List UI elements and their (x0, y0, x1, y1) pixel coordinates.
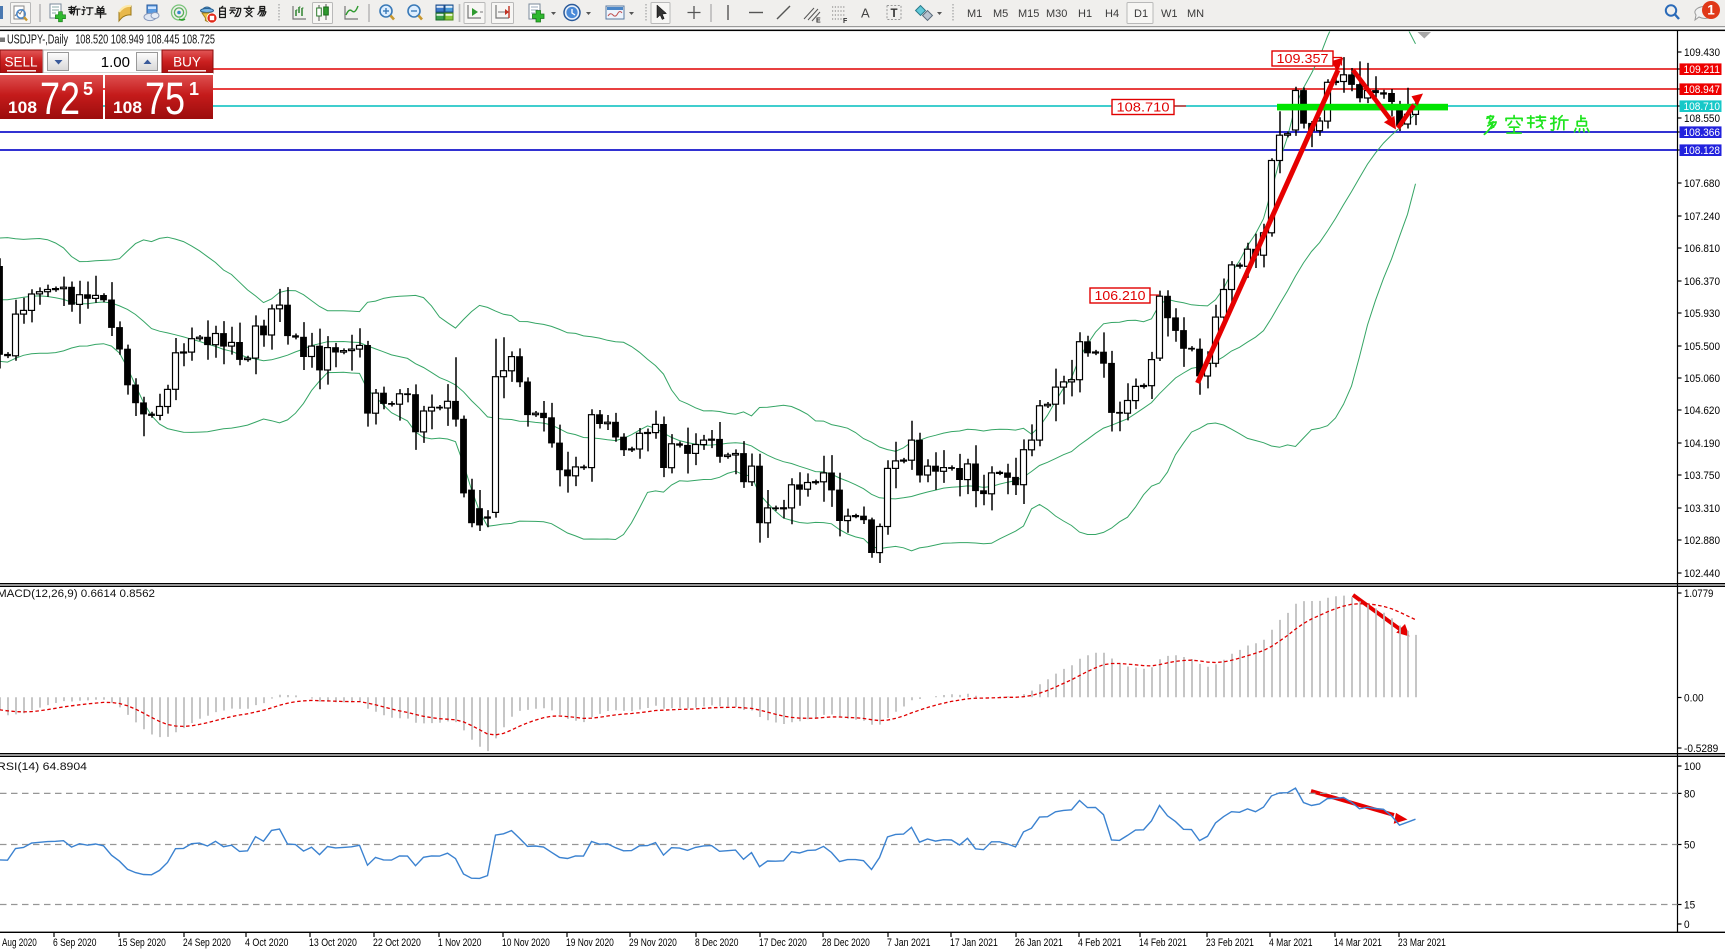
svg-text:106.210: 106.210 (1095, 288, 1146, 303)
svg-text:D1: D1 (1134, 8, 1148, 20)
svg-text:107.680: 107.680 (1684, 178, 1720, 190)
svg-text:T: T (891, 8, 898, 20)
svg-text:F: F (843, 18, 848, 25)
svg-text:23 Feb 2021: 23 Feb 2021 (1206, 937, 1254, 949)
svg-text:RSI(14) 64.8904: RSI(14) 64.8904 (0, 761, 87, 773)
svg-text:4 Oct 2020: 4 Oct 2020 (245, 937, 289, 949)
svg-text:28 Dec 2020: 28 Dec 2020 (822, 937, 870, 949)
svg-text:1.0779: 1.0779 (1684, 588, 1713, 600)
svg-text:104.190: 104.190 (1684, 438, 1720, 450)
svg-text:108.550: 108.550 (1684, 113, 1720, 125)
svg-text:100: 100 (1684, 761, 1701, 773)
svg-text:15 Sep 2020: 15 Sep 2020 (118, 937, 166, 949)
svg-text:109.211: 109.211 (1684, 64, 1721, 76)
svg-text:72: 72 (40, 73, 80, 124)
svg-text:107.240: 107.240 (1684, 211, 1720, 223)
svg-text:MACD(12,26,9) 0.6614 0.8562: MACD(12,26,9) 0.6614 0.8562 (0, 588, 155, 600)
svg-text:15: 15 (1684, 900, 1695, 912)
svg-text:108.710: 108.710 (1684, 101, 1721, 113)
svg-text:22 Oct 2020: 22 Oct 2020 (373, 937, 421, 949)
svg-text:105.930: 105.930 (1684, 308, 1720, 320)
svg-text:26 Jan 2021: 26 Jan 2021 (1015, 937, 1063, 949)
svg-text:108.128: 108.128 (1684, 145, 1721, 157)
svg-text:14 Feb 2021: 14 Feb 2021 (1139, 937, 1187, 949)
svg-text:105.500: 105.500 (1684, 341, 1720, 353)
svg-text:5: 5 (83, 79, 93, 99)
svg-text:M1: M1 (967, 8, 982, 20)
svg-text:106.370: 106.370 (1684, 276, 1720, 288)
svg-text:0.00: 0.00 (1684, 693, 1704, 705)
svg-text:USDJPY-,Daily 108.520 108.949: USDJPY-,Daily 108.520 108.949 108.445 10… (7, 33, 215, 47)
svg-text:109.430: 109.430 (1684, 47, 1720, 59)
svg-text:17 Dec 2020: 17 Dec 2020 (759, 937, 807, 949)
svg-text:105.060: 105.060 (1684, 373, 1720, 385)
svg-text:29 Nov 2020: 29 Nov 2020 (629, 937, 677, 949)
svg-text:10 Nov 2020: 10 Nov 2020 (502, 937, 550, 949)
svg-text:SELL: SELL (4, 55, 38, 70)
svg-text:BUY: BUY (173, 55, 201, 70)
svg-text:23 Mar 2021: 23 Mar 2021 (1398, 937, 1446, 949)
svg-text:102.440: 102.440 (1684, 568, 1720, 580)
svg-text:108.947: 108.947 (1684, 84, 1721, 96)
svg-text:H4: H4 (1105, 8, 1119, 20)
svg-text:-0.5289: -0.5289 (1684, 743, 1718, 755)
svg-text:1: 1 (1707, 3, 1715, 18)
svg-text:19 Nov 2020: 19 Nov 2020 (566, 937, 614, 949)
svg-text:Aug 2020: Aug 2020 (2, 937, 37, 949)
svg-text:109.357: 109.357 (1277, 51, 1329, 66)
svg-text:0: 0 (1684, 919, 1690, 931)
svg-text:M5: M5 (993, 8, 1008, 20)
svg-text:108: 108 (8, 99, 37, 117)
svg-text:4 Feb 2021: 4 Feb 2021 (1078, 937, 1122, 949)
svg-text:E: E (816, 18, 821, 25)
svg-text:1.00: 1.00 (101, 54, 130, 71)
svg-text:13 Oct 2020: 13 Oct 2020 (309, 937, 357, 949)
svg-text:1: 1 (189, 79, 199, 99)
svg-text:103.750: 103.750 (1684, 470, 1720, 482)
svg-text:108: 108 (113, 99, 142, 117)
svg-text:108.366: 108.366 (1684, 127, 1721, 139)
svg-text:102.880: 102.880 (1684, 535, 1720, 547)
svg-text:MN: MN (1187, 8, 1204, 20)
svg-text:4 Mar 2021: 4 Mar 2021 (1269, 937, 1313, 949)
svg-text:50: 50 (1684, 840, 1695, 852)
svg-text:75: 75 (145, 73, 185, 124)
svg-text:80: 80 (1684, 788, 1695, 800)
svg-text:W1: W1 (1161, 8, 1178, 20)
svg-text:M15: M15 (1018, 8, 1039, 20)
svg-text:24 Sep 2020: 24 Sep 2020 (183, 937, 231, 949)
svg-text:106.810: 106.810 (1684, 243, 1720, 255)
svg-text:H1: H1 (1078, 8, 1092, 20)
svg-text:108.710: 108.710 (1117, 99, 1170, 114)
svg-text:M30: M30 (1046, 8, 1067, 20)
svg-text:6 Sep 2020: 6 Sep 2020 (53, 937, 97, 949)
svg-text:17 Jan 2021: 17 Jan 2021 (950, 937, 998, 949)
svg-text:7 Jan 2021: 7 Jan 2021 (887, 937, 931, 949)
svg-text:A: A (861, 6, 870, 21)
svg-text:104.620: 104.620 (1684, 405, 1720, 417)
svg-text:103.310: 103.310 (1684, 503, 1720, 515)
svg-text:8 Dec 2020: 8 Dec 2020 (695, 937, 739, 949)
svg-text:1 Nov 2020: 1 Nov 2020 (438, 937, 482, 949)
svg-text:14 Mar 2021: 14 Mar 2021 (1334, 937, 1382, 949)
